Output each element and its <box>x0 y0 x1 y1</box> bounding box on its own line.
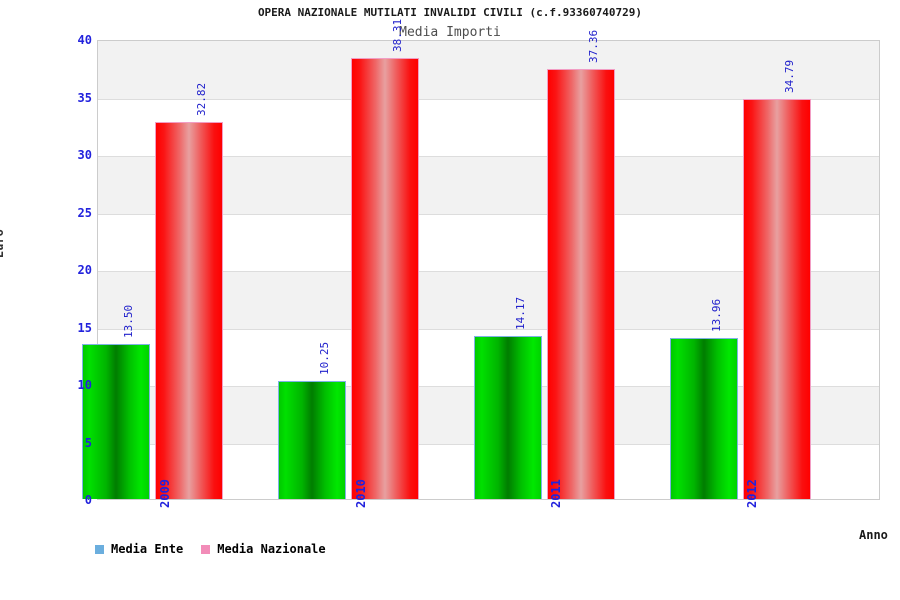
y-axis-tick-label: 20 <box>77 263 92 277</box>
bar-value-label: 13.50 <box>122 304 136 338</box>
x-axis-tick-label: 2011 <box>549 479 564 508</box>
bar-value-label: 10.25 <box>318 342 332 376</box>
x-axis-tick-label: 2012 <box>745 479 760 508</box>
y-axis-tick-label: 35 <box>77 90 92 105</box>
bar-value-label: 38.31 <box>391 19 405 53</box>
bar[interactable] <box>155 121 224 499</box>
bar-value-label: 34.79 <box>782 59 796 93</box>
legend-label: Media Nazionale <box>217 542 326 556</box>
y-axis-tick-label: 0 <box>84 493 92 507</box>
y-axis-tick-label: 5 <box>84 435 92 450</box>
x-axis-title: Anno <box>859 528 888 542</box>
legend-item[interactable]: Media Nazionale <box>201 542 326 556</box>
bar[interactable] <box>546 69 615 499</box>
legend-swatch-icon <box>201 544 211 554</box>
y-axis-tick-label: 30 <box>77 148 92 162</box>
y-axis-tick-label: 10 <box>77 378 92 392</box>
y-axis-title: Euro <box>0 229 6 258</box>
y-axis: 0 5 10 15 20 25 30 35 40 <box>37 33 92 507</box>
legend-swatch-icon <box>95 544 104 554</box>
bar[interactable] <box>742 98 811 499</box>
legend-item[interactable]: Media Ente <box>95 542 183 556</box>
y-axis-tick-label: 25 <box>77 205 92 220</box>
gridline <box>98 328 879 330</box>
gridline <box>98 271 879 272</box>
bar[interactable] <box>669 338 738 499</box>
x-axis-tick-label: 2009 <box>157 479 172 508</box>
x-axis-tick-label: 2010 <box>353 479 368 508</box>
y-axis-tick-label: 40 <box>77 33 92 47</box>
bar[interactable] <box>278 381 347 499</box>
bar[interactable] <box>473 336 542 499</box>
plot-area: 13.50 32.82 10.25 38.31 14.17 37.36 13.96 34.79 <box>82 19 880 500</box>
chart-subtitle: Media Importi <box>399 25 501 40</box>
gridline <box>98 213 879 215</box>
legend: Media Ente Media Nazionale <box>95 542 326 556</box>
bar[interactable] <box>82 343 151 499</box>
legend-label: Media Ente <box>111 542 184 556</box>
bar-value-label: 37.36 <box>586 30 600 64</box>
gridline <box>98 98 879 100</box>
bar-value-label: 32.82 <box>195 82 209 116</box>
y-axis-tick-label: 15 <box>77 320 92 335</box>
chart-title: OPERA NAZIONALE MUTILATI INVALIDI CIVILI… <box>257 6 643 19</box>
gridline <box>98 156 879 157</box>
bar[interactable] <box>351 58 420 499</box>
bar-value-label: 13.96 <box>709 299 723 333</box>
bar-value-label: 14.17 <box>513 296 527 331</box>
background-band <box>98 41 879 99</box>
